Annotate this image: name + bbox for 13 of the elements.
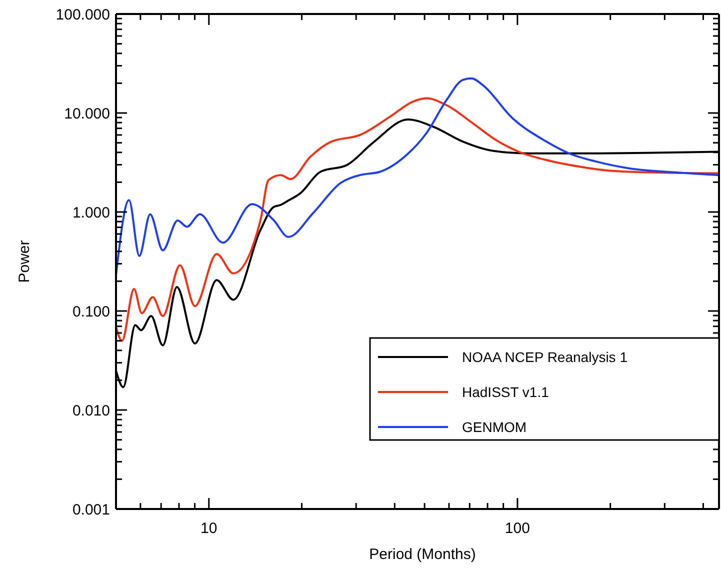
x-axis-title: Period (Months) bbox=[369, 546, 476, 563]
y-tick-label: 100.000 bbox=[56, 6, 110, 24]
legend-label: HadISST v1.1 bbox=[462, 384, 550, 400]
y-tick-label: 0.100 bbox=[72, 303, 110, 320]
legend-label: NOAA NCEP Reanalysis 1 bbox=[462, 348, 628, 365]
y-tick-label: 10.000 bbox=[64, 105, 110, 122]
legend-label: GENMOM bbox=[462, 418, 527, 435]
y-tick-label: 1.000 bbox=[72, 204, 110, 222]
x-tick-label: 10 bbox=[200, 520, 218, 537]
y-tick-label: 0.010 bbox=[72, 402, 110, 420]
y-axis-title: Power bbox=[16, 240, 33, 283]
y-tick-label: 0.001 bbox=[72, 501, 110, 518]
x-tick-label: 100 bbox=[504, 520, 530, 537]
